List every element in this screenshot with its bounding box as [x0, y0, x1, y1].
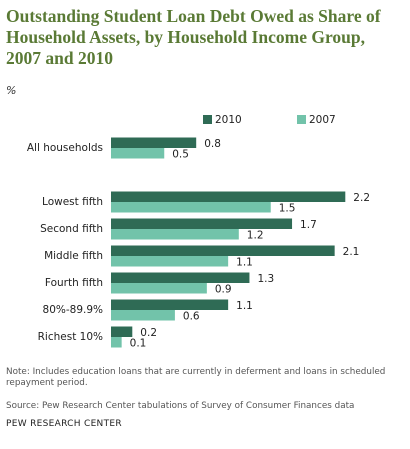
bar	[111, 245, 335, 256]
chart-title: Outstanding Student Loan Debt Owed as Sh…	[6, 6, 381, 68]
legend-label: 2007	[309, 114, 336, 126]
value-label: 1.2	[247, 229, 264, 241]
value-label: 2.2	[353, 192, 370, 204]
value-label: 1.1	[236, 300, 253, 312]
value-label: 1.5	[279, 202, 296, 214]
source: Source: Pew Research Center tabulations …	[6, 401, 355, 411]
category-label: Lowest fifth	[42, 196, 103, 208]
value-label: 1.1	[236, 256, 253, 268]
bar	[111, 299, 229, 310]
bar	[111, 202, 271, 213]
value-label: 0.9	[215, 283, 232, 295]
note: Note: Includes education loans that are …	[6, 367, 386, 388]
value-label: 0.5	[172, 148, 189, 160]
bar	[111, 256, 229, 267]
bar	[111, 218, 293, 229]
category-label: Richest 10%	[38, 331, 103, 343]
bar	[111, 229, 239, 240]
category-label: All households	[27, 142, 103, 154]
credit: PEW RESEARCH CENTER	[6, 419, 122, 429]
value-label: 1.7	[300, 219, 317, 231]
value-label: 0.8	[204, 138, 221, 150]
legend-label: 2010	[215, 114, 242, 126]
legend-swatch	[203, 115, 212, 124]
value-label: 1.3	[257, 273, 274, 285]
legend-swatch	[297, 115, 306, 124]
bar	[111, 137, 197, 148]
value-label: 2.1	[343, 246, 360, 258]
chart-subtitle: %	[6, 84, 17, 97]
category-label: 80%-89.9%	[43, 304, 104, 316]
value-label: 0.6	[183, 310, 200, 322]
bar	[111, 337, 122, 348]
bar	[111, 148, 165, 159]
category-label: Middle fifth	[44, 250, 103, 262]
category-label: Fourth fifth	[45, 277, 103, 289]
bar	[111, 272, 250, 283]
value-label: 0.2	[140, 327, 157, 339]
bar	[111, 191, 346, 202]
bar	[111, 283, 207, 294]
bar	[111, 326, 133, 337]
bar	[111, 310, 175, 321]
category-label: Second fifth	[40, 223, 103, 235]
value-label: 0.1	[130, 337, 147, 349]
